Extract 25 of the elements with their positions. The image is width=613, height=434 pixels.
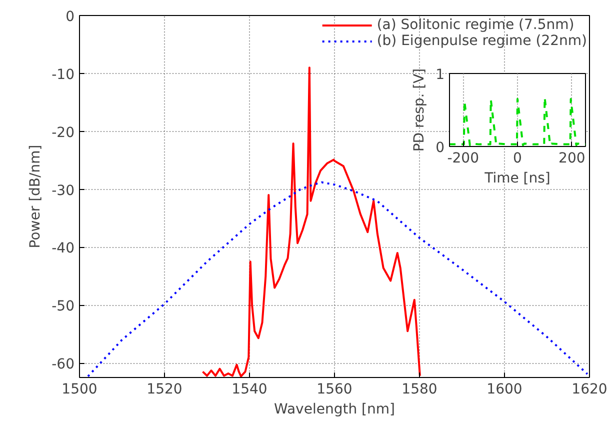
legend-label: (a) Solitonic regime (7.5nm): [376, 17, 574, 33]
x-tick-label: 1560: [316, 382, 352, 398]
x-tick-label: 1600: [486, 382, 522, 398]
y-tick-label: 1: [436, 67, 445, 83]
line-series: [450, 96, 586, 146]
x-tick-label: 1620: [572, 382, 608, 398]
x-tick-label: 1500: [62, 382, 98, 398]
y-tick-label: -40: [52, 240, 75, 257]
x-tick-label: 200: [558, 150, 586, 166]
y-axis-title: PD resp. [V]: [412, 68, 428, 152]
y-tick-label: -60: [52, 356, 75, 373]
y-tick-label: -20: [52, 124, 75, 141]
x-tick-label: 1520: [146, 382, 182, 398]
y-axis-title: Power [dB/nm]: [28, 144, 44, 248]
x-tick-label: 0: [513, 150, 522, 166]
x-tick-label: 1540: [232, 382, 268, 398]
y-tick-label: -30: [52, 182, 75, 199]
y-tick-label: -50: [52, 298, 75, 315]
x-tick-label: -200: [447, 150, 479, 166]
legend-label: (b) Eigenpulse regime (22nm): [376, 33, 587, 49]
x-axis-title: Wavelength [nm]: [274, 402, 395, 418]
x-tick-label: 1580: [402, 382, 438, 398]
x-axis-title: Time [ns]: [484, 170, 550, 186]
y-tick-label: -10: [52, 66, 75, 83]
y-tick-label: 0: [66, 9, 75, 25]
